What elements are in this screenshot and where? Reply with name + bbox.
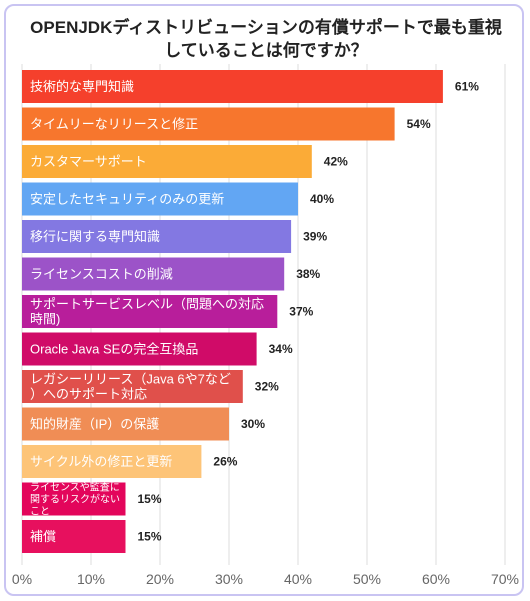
x-tick-label: 70% — [491, 571, 519, 587]
bar — [22, 70, 443, 103]
bar — [22, 370, 243, 403]
bar-value-label: 15% — [138, 530, 162, 544]
bar-group: 知的財産（IP）の保護 30% — [22, 407, 265, 441]
bar-category-label: 技術的な専門知識 — [30, 79, 134, 94]
bar — [22, 257, 285, 291]
bar-category-label: 知的財産（IP）の保護 — [30, 417, 159, 432]
bar-category-label: Oracle Java SEの完全互換品 — [30, 342, 198, 357]
bar-value-label: 15% — [138, 492, 162, 506]
bar-category-label: タイムリーなリリースと修正 — [30, 117, 198, 132]
bar-category-label: サポートサービスレベル（問題への対応時間) — [30, 297, 264, 327]
bar-category-label: 補償 — [30, 529, 56, 544]
x-tick-label: 40% — [284, 571, 312, 587]
bar-category-label: ライセンスコストの削減 — [30, 267, 173, 282]
bar-value-label: 39% — [303, 230, 327, 244]
bar-value-label: 37% — [289, 305, 313, 319]
bar-group: カスタマーサポート 42% — [22, 145, 348, 178]
bar-group: 技術的な専門知識 61% — [22, 70, 479, 103]
bar — [22, 295, 278, 328]
bar-group: サポートサービスレベル（問題への対応時間) 37% — [22, 295, 314, 328]
bar-group: 安定したセキュリティのみの更新 40% — [22, 182, 334, 216]
bar-value-label: 40% — [310, 192, 334, 206]
bar-group: ライセンスコストの削減 38% — [22, 257, 321, 291]
chart-title: OPENJDKディストリビューションの有償サポートで最も重視していることは何です… — [30, 18, 502, 60]
bar-category-label: 安定したセキュリティのみの更新 — [30, 192, 224, 207]
bar-value-label: 54% — [407, 117, 431, 131]
bar — [22, 482, 126, 516]
x-tick-label: 0% — [12, 571, 32, 587]
bar-group: サイクル外の修正と更新 26% — [22, 445, 238, 478]
x-tick-label: 20% — [146, 571, 174, 587]
x-tick-label: 60% — [422, 571, 450, 587]
bar-value-label: 61% — [455, 80, 479, 94]
bar — [22, 220, 292, 253]
bar-group: レガシーリリース（Java 6や7など）へのサポート対応 32% — [22, 370, 279, 403]
bar-value-label: 34% — [269, 342, 293, 356]
bar-group: Oracle Java SEの完全互換品 34% — [22, 332, 293, 366]
bar-value-label: 32% — [255, 380, 279, 394]
bar-category-label: レガシーリリース（Java 6や7など）へのサポート対応 — [30, 372, 231, 402]
bar — [22, 520, 126, 553]
bar-group: 移行に関する専門知識 39% — [22, 220, 327, 253]
bar-category-label: 移行に関する専門知識 — [30, 229, 160, 244]
bar — [22, 107, 395, 141]
bar-group: 補償 15% — [22, 520, 162, 553]
bar-group: タイムリーなリリースと修正 54% — [22, 107, 431, 141]
bar-group: ライセンスや監査に関するリスクがないこと 15% — [22, 481, 162, 518]
bar-category-label: カスタマーサポート — [30, 154, 147, 169]
bar-value-label: 38% — [296, 267, 320, 281]
bar — [22, 145, 312, 178]
bar-value-label: 26% — [213, 455, 237, 469]
bar-value-label: 30% — [241, 417, 265, 431]
bar-category-label: サイクル外の修正と更新 — [30, 454, 172, 469]
bar — [22, 332, 257, 366]
bar — [22, 182, 298, 216]
bar-category-label: ライセンスや監査に関するリスクがないこと — [30, 481, 120, 518]
bar — [22, 445, 202, 478]
bar-value-label: 42% — [324, 155, 348, 169]
bar — [22, 407, 229, 441]
x-tick-label: 10% — [77, 571, 105, 587]
x-tick-label: 50% — [353, 571, 381, 587]
x-tick-label: 30% — [215, 571, 243, 587]
